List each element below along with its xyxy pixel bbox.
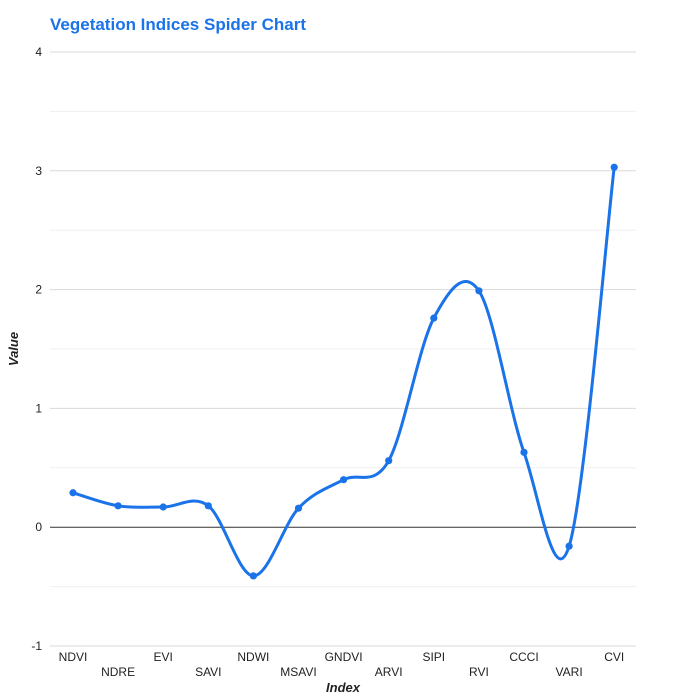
- chart-title: Vegetation Indices Spider Chart: [50, 15, 307, 34]
- data-point: [610, 163, 618, 171]
- y-axis-title: Value: [6, 332, 21, 366]
- y-tick-label: 3: [35, 164, 42, 178]
- y-tick-label: 0: [35, 520, 42, 534]
- y-tick-label: 2: [35, 283, 42, 297]
- data-point: [294, 504, 303, 512]
- x-tick-label: SAVI: [195, 665, 221, 679]
- x-tick-label: NDWI: [237, 650, 269, 664]
- x-tick-label: NDRE: [101, 665, 135, 679]
- data-point: [69, 489, 77, 497]
- x-tick-label: VARI: [556, 665, 583, 679]
- data-point: [204, 502, 212, 510]
- x-tick-label: SIPI: [422, 650, 445, 664]
- data-points: [69, 163, 618, 580]
- data-point: [159, 503, 167, 511]
- x-tick-label: CVI: [604, 650, 624, 664]
- x-axis-ticks: NDVI NDRE EVI SAVI NDWI MSAVI GNDVI ARVI SIPI RVI…: [59, 650, 625, 679]
- data-point: [114, 502, 122, 510]
- x-tick-label: ARVI: [375, 665, 403, 679]
- data-point: [520, 448, 528, 456]
- x-tick-label: NDVI: [59, 650, 88, 664]
- y-axis-ticks: -1 0 1 2 3 4: [31, 45, 42, 653]
- data-point: [385, 457, 393, 465]
- y-tick-label: 4: [35, 45, 42, 59]
- data-point: [430, 314, 438, 322]
- data-point: [340, 476, 348, 484]
- data-point: [565, 542, 573, 550]
- x-tick-label: GNDVI: [325, 650, 363, 664]
- x-tick-label: EVI: [154, 650, 173, 664]
- y-tick-label: -1: [31, 639, 42, 653]
- data-point: [475, 287, 483, 295]
- x-tick-label: RVI: [469, 665, 489, 679]
- x-tick-label: MSAVI: [280, 665, 316, 679]
- x-tick-label: CCCI: [509, 650, 538, 664]
- data-point: [249, 572, 257, 580]
- series-line: [72, 167, 616, 578]
- gridlines: [50, 51, 636, 647]
- y-tick-label: 1: [35, 401, 42, 415]
- x-axis-title: Index: [326, 680, 361, 695]
